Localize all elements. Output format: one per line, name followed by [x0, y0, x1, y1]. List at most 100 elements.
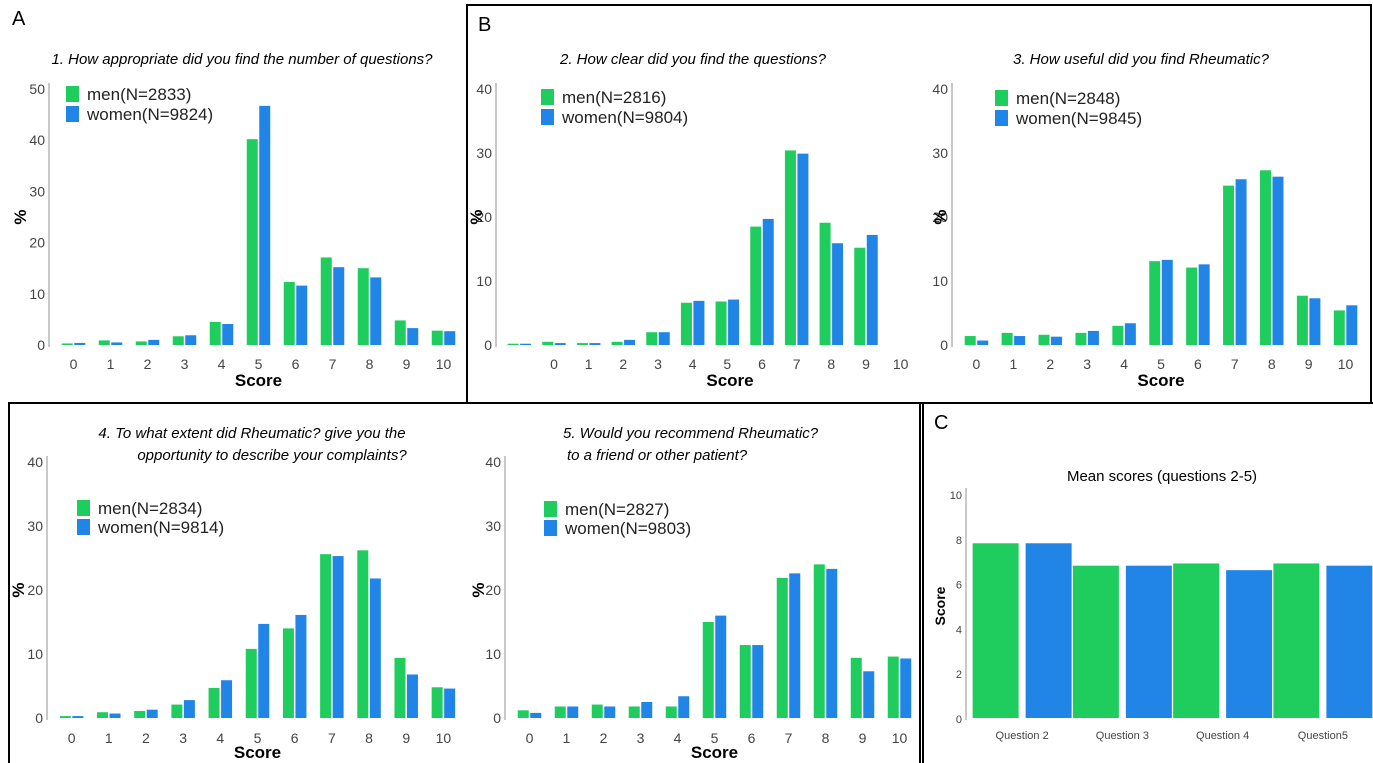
y-tick-label: 20: [27, 582, 43, 598]
legend-label-women: women(N=9814): [97, 518, 224, 537]
legend-swatch-men: [66, 86, 79, 102]
bar-men-5: [702, 622, 714, 718]
x-tick-label: 3: [1083, 356, 1091, 372]
y-tick-label: 40: [27, 454, 43, 470]
x-tick-label: 0: [70, 356, 78, 372]
x-tick-label: 2: [142, 730, 150, 746]
y-tick-label: 30: [485, 518, 501, 534]
x-tick-label: 5: [254, 730, 262, 746]
bar-women-6: [762, 218, 774, 345]
legend-label-men: men(N=2833): [87, 85, 191, 104]
bar-men-2: [611, 341, 623, 345]
x-tick-label: 1: [563, 730, 571, 746]
legend-label-men: men(N=2848): [1016, 89, 1120, 108]
y-tick-label: 0: [493, 710, 501, 726]
x-tick-label: 5: [1157, 356, 1165, 372]
x-tick-label: 9: [859, 730, 867, 746]
bar-men-4: [1112, 325, 1124, 345]
y-tick-label: 0: [35, 710, 43, 726]
chart-title: 1. How appropriate did you find the numb…: [51, 51, 433, 68]
y-axis-label: %: [9, 582, 28, 597]
bar-women-3: [183, 700, 195, 718]
bar-women-7: [333, 267, 345, 345]
bar-women-8: [826, 568, 838, 718]
legend-swatch-women: [995, 110, 1008, 126]
bar-men-7: [320, 257, 332, 345]
x-tick-label: 1: [105, 730, 113, 746]
bar-men-3: [171, 704, 183, 718]
panel-a-frame: [8, 402, 921, 763]
bar-men-1: [98, 340, 110, 345]
bar-women-5: [728, 299, 740, 345]
y-tick-label: 10: [932, 273, 948, 289]
y-tick-label: 8: [956, 535, 962, 547]
bar-women-8: [370, 277, 382, 345]
x-axis-label: Score: [235, 371, 282, 390]
bar-men-0: [964, 336, 976, 345]
x-tick-label: 7: [328, 730, 336, 746]
y-tick-label: 20: [932, 209, 948, 225]
x-tick-label: 7: [1231, 356, 1239, 372]
bar-men-10: [431, 330, 443, 345]
bar-men-0: [542, 341, 554, 345]
y-tick-label: 6: [956, 580, 962, 592]
bar-women-3: [641, 702, 653, 718]
y-tick-label: 10: [476, 273, 492, 289]
bar-men-8: [819, 222, 831, 345]
x-tick-label: 10: [436, 730, 452, 746]
x-tick-label: 0: [526, 730, 534, 746]
x-tick-label: 7: [329, 356, 337, 372]
y-tick-label: 30: [29, 183, 45, 199]
bar-women-2: [624, 339, 636, 345]
x-tick-label: 0: [550, 356, 558, 372]
x-tick-label: 4: [689, 356, 697, 372]
bar-women-8: [1272, 176, 1284, 345]
y-tick-label: 10: [950, 490, 962, 502]
bar-women-5: [715, 615, 727, 718]
x-tick-label: 5: [723, 356, 731, 372]
bar-women-0: [977, 340, 989, 345]
bar-women-2: [604, 706, 616, 718]
x-tick-label: 4: [674, 730, 682, 746]
x-tick-label: 1: [585, 356, 593, 372]
y-tick-label: 20: [476, 209, 492, 225]
y-tick-label: 30: [476, 145, 492, 161]
bar-women-Question 2: [1025, 543, 1072, 718]
bar-women-4: [222, 324, 234, 345]
bar-men-7: [784, 150, 796, 345]
x-tick-label: 3: [181, 356, 189, 372]
bar-women-0: [74, 342, 86, 345]
legend-label-men: men(N=2816): [562, 88, 666, 107]
bar-women-0: [530, 712, 542, 718]
panel-c-frame: [922, 402, 1373, 763]
x-tick-label: 7: [785, 730, 793, 746]
x-tick-label: 9: [862, 356, 870, 372]
bar-men-1: [554, 706, 566, 718]
bar-men-extra: [507, 343, 519, 345]
bar-men-2: [135, 341, 147, 345]
x-tick-label: 6: [291, 730, 299, 746]
x-tick-label: 3: [637, 730, 645, 746]
panel-letter-b: B: [478, 14, 492, 36]
y-tick-label: 0: [37, 337, 45, 353]
bar-men-1: [97, 712, 109, 718]
bar-men-8: [357, 550, 369, 718]
x-tick-label: 9: [1305, 356, 1313, 372]
bar-women-7: [789, 573, 801, 718]
bar-women-7: [1235, 179, 1247, 345]
y-tick-label: 40: [476, 81, 492, 97]
bar-men-3: [1075, 332, 1087, 345]
bar-men-5: [1149, 261, 1161, 345]
x-tick-label: 2: [144, 356, 152, 372]
legend-label-men: men(N=2834): [98, 499, 202, 518]
bar-women-2: [146, 709, 158, 718]
x-tick-label: 4: [216, 730, 224, 746]
legend-swatch-women: [77, 519, 90, 535]
panel-letter-a: A: [12, 8, 26, 30]
bar-men-5: [245, 648, 257, 718]
bar-women-4: [221, 680, 233, 718]
bar-women-10: [1346, 305, 1358, 345]
chart-title-line2: opportunity to describe your complaints?: [137, 447, 407, 464]
y-axis-label: %: [467, 209, 486, 224]
